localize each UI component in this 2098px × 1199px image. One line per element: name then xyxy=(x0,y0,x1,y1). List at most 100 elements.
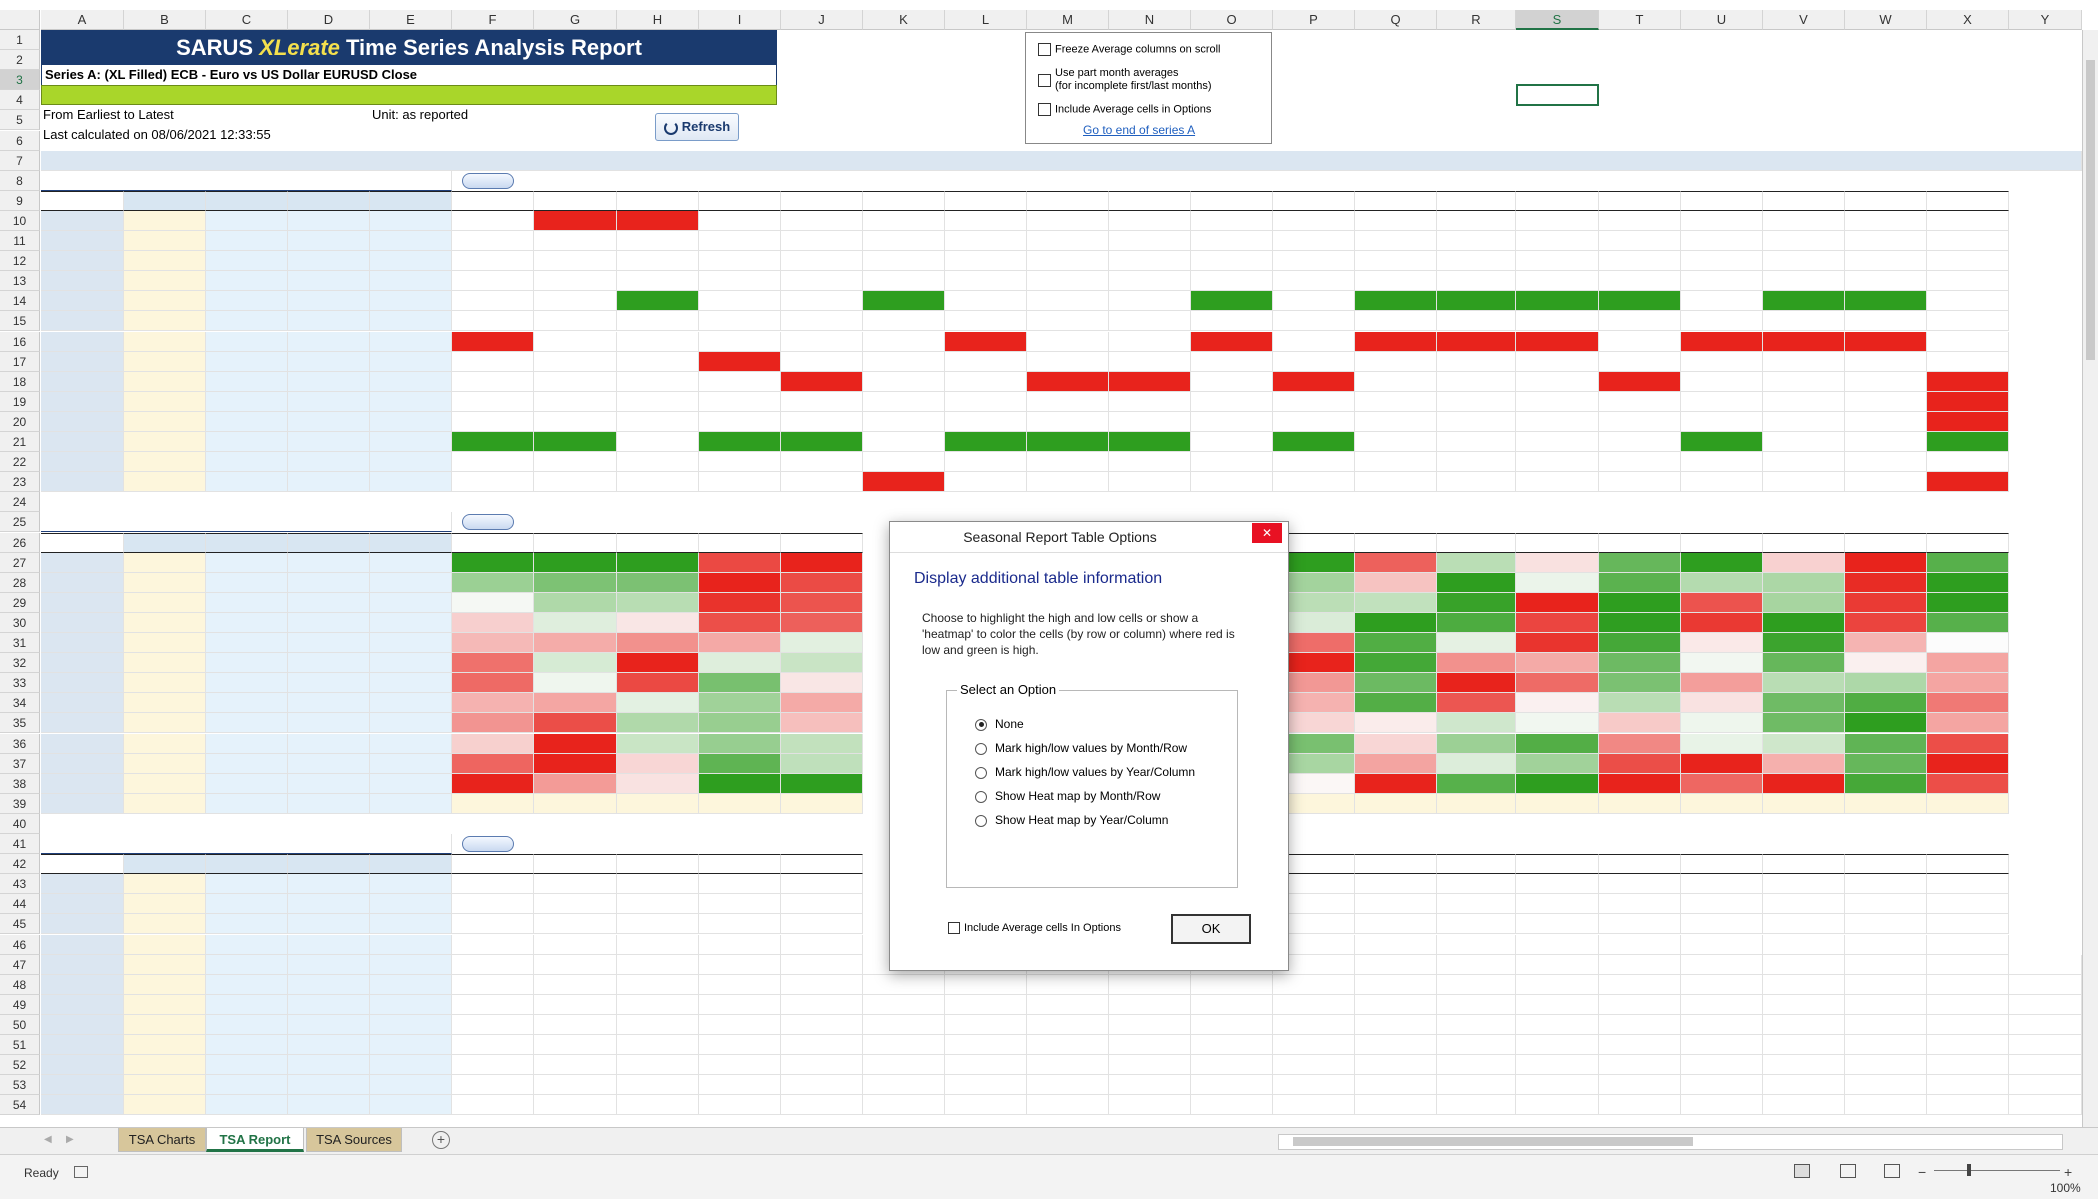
row-header[interactable]: 19 xyxy=(0,391,40,412)
row-header[interactable]: 8 xyxy=(0,170,40,191)
column-header[interactable]: I xyxy=(699,10,781,30)
row-header[interactable]: 37 xyxy=(0,753,40,774)
sheet-tab-tsa-report[interactable]: TSA Report xyxy=(206,1128,304,1152)
row-header[interactable]: 50 xyxy=(0,1014,40,1035)
row-header[interactable]: 6 xyxy=(0,130,40,151)
row-header[interactable]: 52 xyxy=(0,1055,40,1076)
a3-options-button[interactable] xyxy=(462,836,514,852)
row-header[interactable]: 49 xyxy=(0,994,40,1015)
zoom-slider-handle[interactable] xyxy=(1967,1164,1971,1176)
row-header[interactable]: 23 xyxy=(0,472,40,493)
column-header[interactable]: K xyxy=(863,10,945,30)
row-header[interactable]: 10 xyxy=(0,210,40,231)
refresh-button[interactable]: Refresh xyxy=(655,113,739,141)
column-header[interactable]: M xyxy=(1027,10,1109,30)
row-header[interactable]: 18 xyxy=(0,371,40,392)
column-header[interactable]: X xyxy=(1927,10,2009,30)
column-header[interactable]: G xyxy=(534,10,617,30)
row-header[interactable]: 3 xyxy=(0,70,40,91)
sheet-tab-tsa-charts[interactable]: TSA Charts xyxy=(118,1128,206,1152)
row-header[interactable]: 33 xyxy=(0,673,40,694)
normal-view-icon[interactable] xyxy=(1794,1164,1810,1178)
radio-option-0[interactable]: None xyxy=(975,717,1024,731)
goto-end-link[interactable]: Go to end of series A xyxy=(1083,123,1196,137)
column-header[interactable]: R xyxy=(1437,10,1516,30)
tab-scroll-right-icon[interactable]: ▶ xyxy=(66,1134,74,1145)
column-header[interactable]: A xyxy=(41,10,124,30)
column-header[interactable]: F xyxy=(452,10,534,30)
column-header[interactable]: N xyxy=(1109,10,1191,30)
row-header[interactable]: 41 xyxy=(0,834,40,855)
column-header[interactable]: D xyxy=(288,10,370,30)
row-header[interactable]: 14 xyxy=(0,291,40,312)
column-header[interactable]: U xyxy=(1681,10,1763,30)
column-header[interactable]: L xyxy=(945,10,1027,30)
row-header[interactable]: 9 xyxy=(0,190,40,211)
radio-option-4[interactable]: Show Heat map by Year/Column xyxy=(975,813,1168,827)
row-header[interactable]: 54 xyxy=(0,1095,40,1116)
row-header[interactable]: 21 xyxy=(0,432,40,453)
row-header[interactable]: 47 xyxy=(0,954,40,975)
row-header[interactable]: 40 xyxy=(0,813,40,834)
row-header[interactable]: 48 xyxy=(0,974,40,995)
tab-scroll-left-icon[interactable]: ◀ xyxy=(44,1134,52,1145)
radio-option-1[interactable]: Mark high/low values by Month/Row xyxy=(975,741,1187,755)
radio-option-3[interactable]: Show Heat map by Month/Row xyxy=(975,789,1160,803)
column-header[interactable]: S xyxy=(1516,10,1599,30)
row-header[interactable]: 27 xyxy=(0,552,40,573)
radio-option-2[interactable]: Mark high/low values by Year/Column xyxy=(975,765,1195,779)
sheet-tab-tsa-sources[interactable]: TSA Sources xyxy=(306,1128,402,1152)
column-header[interactable]: Q xyxy=(1355,10,1437,30)
select-all-corner[interactable] xyxy=(0,10,40,30)
row-header[interactable]: 42 xyxy=(0,854,40,875)
row-header[interactable]: 46 xyxy=(0,934,40,955)
row-header[interactable]: 26 xyxy=(0,532,40,553)
row-header[interactable]: 45 xyxy=(0,914,40,935)
column-header[interactable]: W xyxy=(1845,10,1927,30)
row-header[interactable]: 16 xyxy=(0,331,40,352)
column-header[interactable]: C xyxy=(206,10,288,30)
freeze-checkbox[interactable]: Freeze Average columns on scroll xyxy=(1038,43,1221,56)
column-header[interactable]: H xyxy=(617,10,699,30)
row-header[interactable]: 31 xyxy=(0,633,40,654)
row-header[interactable]: 36 xyxy=(0,733,40,754)
add-sheet-icon[interactable]: + xyxy=(432,1131,450,1149)
row-header[interactable]: 22 xyxy=(0,452,40,473)
row-header[interactable]: 34 xyxy=(0,693,40,714)
row-header[interactable]: 1 xyxy=(0,30,40,51)
column-header[interactable]: E xyxy=(370,10,452,30)
row-header[interactable]: 20 xyxy=(0,411,40,432)
zoom-slider[interactable] xyxy=(1934,1164,2060,1176)
zoom-out-icon[interactable]: − xyxy=(1918,1164,1927,1180)
row-header[interactable]: 43 xyxy=(0,874,40,895)
include-avg-checkbox[interactable]: Include Average cells in Options xyxy=(1038,103,1211,116)
partmonth-checkbox[interactable]: Use part month averages (for incomplete f… xyxy=(1038,67,1212,93)
column-header[interactable]: Y xyxy=(2009,10,2082,30)
a1-options-button[interactable] xyxy=(462,172,514,189)
vertical-scrollbar[interactable] xyxy=(2082,30,2098,1127)
row-header[interactable]: 17 xyxy=(0,351,40,372)
row-header[interactable]: 12 xyxy=(0,251,40,272)
page-layout-icon[interactable] xyxy=(1840,1164,1856,1178)
row-header[interactable]: 44 xyxy=(0,894,40,915)
row-header[interactable]: 38 xyxy=(0,773,40,794)
row-header[interactable]: 24 xyxy=(0,492,40,513)
vscroll-thumb[interactable] xyxy=(2086,60,2095,360)
macro-record-icon[interactable] xyxy=(74,1166,88,1178)
row-header[interactable]: 7 xyxy=(0,150,40,171)
column-header[interactable]: P xyxy=(1273,10,1355,30)
dialog-include-avg-checkbox[interactable]: Include Average cells In Options xyxy=(948,922,1121,935)
row-header[interactable]: 53 xyxy=(0,1075,40,1096)
row-header[interactable]: 39 xyxy=(0,793,40,814)
row-header[interactable]: 51 xyxy=(0,1035,40,1056)
ok-button[interactable]: OK xyxy=(1171,914,1251,944)
row-header[interactable]: 29 xyxy=(0,592,40,613)
row-header[interactable]: 30 xyxy=(0,612,40,633)
selected-cell[interactable] xyxy=(1516,84,1599,106)
a2-options-button[interactable] xyxy=(462,514,514,531)
row-header[interactable]: 4 xyxy=(0,90,40,111)
row-header[interactable]: 11 xyxy=(0,231,40,252)
close-icon[interactable]: ✕ xyxy=(1252,523,1282,543)
page-break-icon[interactable] xyxy=(1884,1164,1900,1178)
